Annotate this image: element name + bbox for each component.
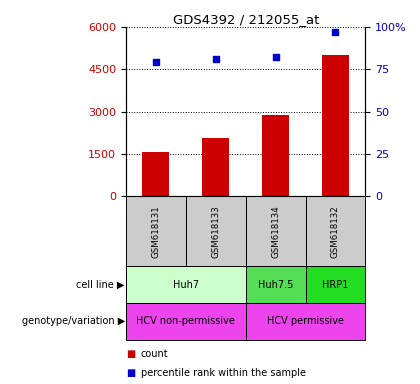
Bar [246, 197, 306, 266]
Point [272, 54, 279, 60]
Title: GDS4392 / 212055_at: GDS4392 / 212055_at [173, 13, 319, 26]
Bar [306, 266, 365, 303]
Bar [262, 115, 289, 197]
Text: HRP1: HRP1 [322, 280, 349, 290]
Text: percentile rank within the sample: percentile rank within the sample [141, 368, 306, 378]
Text: GSM618133: GSM618133 [211, 205, 220, 258]
Text: genotype/variation ▶: genotype/variation ▶ [21, 316, 125, 326]
Text: ■: ■ [126, 349, 135, 359]
Text: GSM618134: GSM618134 [271, 205, 280, 258]
Bar [322, 55, 349, 197]
Text: HCV non-permissive: HCV non-permissive [136, 316, 235, 326]
Point [213, 56, 219, 62]
Text: HCV permissive: HCV permissive [267, 316, 344, 326]
Bar [306, 197, 365, 266]
Bar [126, 197, 186, 266]
Text: Huh7: Huh7 [173, 280, 199, 290]
Bar [126, 303, 246, 340]
Text: GSM618131: GSM618131 [152, 205, 160, 258]
Text: Huh7.5: Huh7.5 [258, 280, 293, 290]
Bar [142, 152, 169, 197]
Text: count: count [141, 349, 168, 359]
Text: ■: ■ [126, 368, 135, 378]
Point [332, 29, 339, 35]
Bar [186, 197, 246, 266]
Text: cell line ▶: cell line ▶ [76, 280, 125, 290]
Text: GSM618132: GSM618132 [331, 205, 340, 258]
Bar [246, 303, 365, 340]
Point [152, 60, 159, 66]
Bar [246, 266, 306, 303]
Bar [202, 138, 229, 197]
Bar [126, 266, 246, 303]
